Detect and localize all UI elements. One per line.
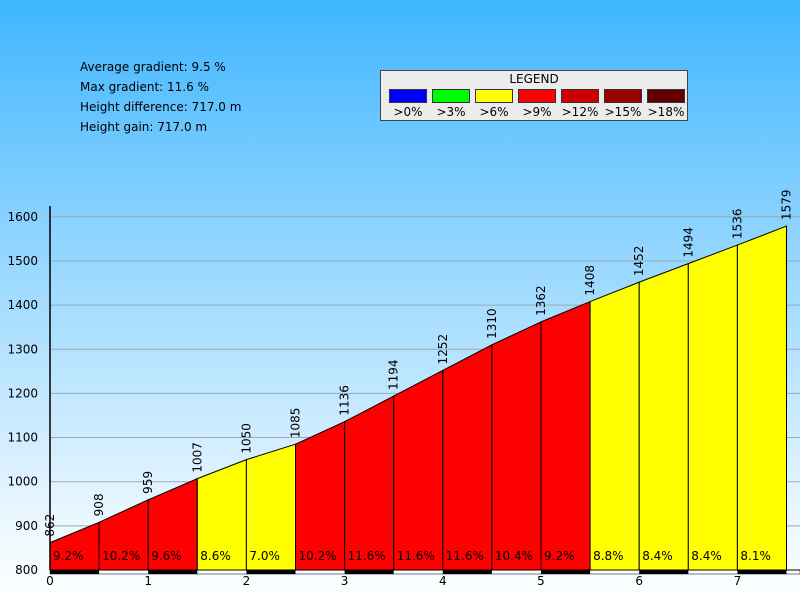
elevation-label: 1536 [730,209,744,240]
stat-height-gain: Height gain: 717.0 m [80,120,208,134]
elevation-label: 1494 [681,227,695,258]
y-tick-label: 1300 [7,342,38,356]
profile-segment [491,321,542,571]
scale-bar-segment [639,570,689,574]
gradient-label: 9.2% [53,549,84,563]
gradient-label: 11.6% [397,549,435,563]
scale-bar-segment [50,570,100,574]
legend-title: LEGEND [509,72,559,86]
profile-segment [638,262,689,571]
gradient-label: 11.6% [348,549,386,563]
y-tick-label: 1500 [7,254,38,268]
gradient-label: 10.2% [299,549,337,563]
legend-swatch [518,89,556,103]
legend-label: >6% [479,105,509,119]
elevation-label: 1452 [632,246,646,277]
profile-segment [344,395,395,571]
elevation-label: 1310 [485,308,499,339]
gradient-label: 8.4% [691,549,722,563]
gradient-label: 8.1% [740,549,771,563]
gradient-label: 11.6% [446,549,484,563]
legend-label: >12% [561,105,599,119]
elevation-label: 908 [92,493,106,516]
profile-segment [736,225,787,571]
elevation-label: 1085 [289,408,303,439]
profile-segment [687,244,738,571]
scale-bar-segment [541,570,591,574]
x-tick-label: 2 [243,574,251,588]
legend-item: >3% [432,89,470,119]
x-tick-label: 4 [439,574,447,588]
y-tick-label: 1200 [7,386,38,400]
y-tick-label: 1100 [7,431,38,445]
legend-item: >12% [561,89,599,119]
gradient-label: 8.8% [593,549,624,563]
gradient-label: 9.2% [544,549,575,563]
y-tick-label: 800 [15,563,38,577]
profile-segment [540,300,591,571]
profile-segment [442,344,493,571]
legend-item: >9% [518,89,556,119]
scale-bar [49,569,800,575]
elevation-label: 1408 [583,265,597,296]
y-tick-label: 1000 [7,475,38,489]
legend-label: >0% [393,105,423,119]
x-tick-label: 7 [734,574,742,588]
x-tick-label: 5 [537,574,545,588]
profile-segment [295,420,346,571]
gradient-label: 9.6% [151,549,182,563]
legend-swatch [604,89,642,103]
stat-height-difference: Height difference: 717.0 m [80,100,242,114]
legend-label: >3% [436,105,466,119]
elevation-label: 1007 [190,442,204,473]
profile-segment [393,369,444,571]
legend-swatch [647,89,685,103]
elevation-label: 1136 [338,385,352,416]
elevation-label: 1252 [436,334,450,365]
scale-bar-segment [246,570,296,574]
elevation-label: 959 [141,471,155,494]
legend: LEGEND >0% >3% >6% >9% >12% >15% >18% [380,70,688,121]
legend-item: >15% [604,89,642,119]
elevation-label: 1050 [239,423,253,454]
legend-swatch [432,89,470,103]
profile-segment [589,281,640,571]
gradient-label: 8.4% [642,549,673,563]
elevation-label: 1362 [534,285,548,316]
scale-bar-segment [442,570,492,574]
legend-item: >0% [389,89,427,119]
legend-swatch [389,89,427,103]
gradient-label: 8.6% [200,549,231,563]
legend-item: >6% [475,89,513,119]
legend-label: >18% [647,105,685,119]
scale-bar-segment [737,570,787,574]
y-tick-label: 900 [15,519,38,533]
scale-bar-segment [344,570,394,574]
x-tick-label: 1 [144,574,152,588]
x-tick-label: 3 [341,574,349,588]
stat-average-gradient: Average gradient: 9.5 % [80,60,226,74]
x-tick-label: 6 [635,574,643,588]
legend-label: >9% [522,105,552,119]
gradient-label: 10.2% [102,549,140,563]
legend-swatch [561,89,599,103]
scale-bar-segment [148,570,198,574]
legend-swatch [475,89,513,103]
x-tick-label: 0 [46,574,54,588]
stats-panel: Average gradient: 9.5 % Max gradient: 11… [80,57,241,137]
y-tick-label: 1600 [7,210,38,224]
stat-max-gradient: Max gradient: 11.6 % [80,80,209,94]
gradient-label: 7.0% [249,549,280,563]
legend-label: >15% [604,105,642,119]
gradient-label: 10.4% [495,549,533,563]
y-tick-label: 1400 [7,298,38,312]
elevation-label: 1579 [780,190,794,221]
legend-item: >18% [647,89,685,119]
elevation-label: 1194 [387,360,401,391]
